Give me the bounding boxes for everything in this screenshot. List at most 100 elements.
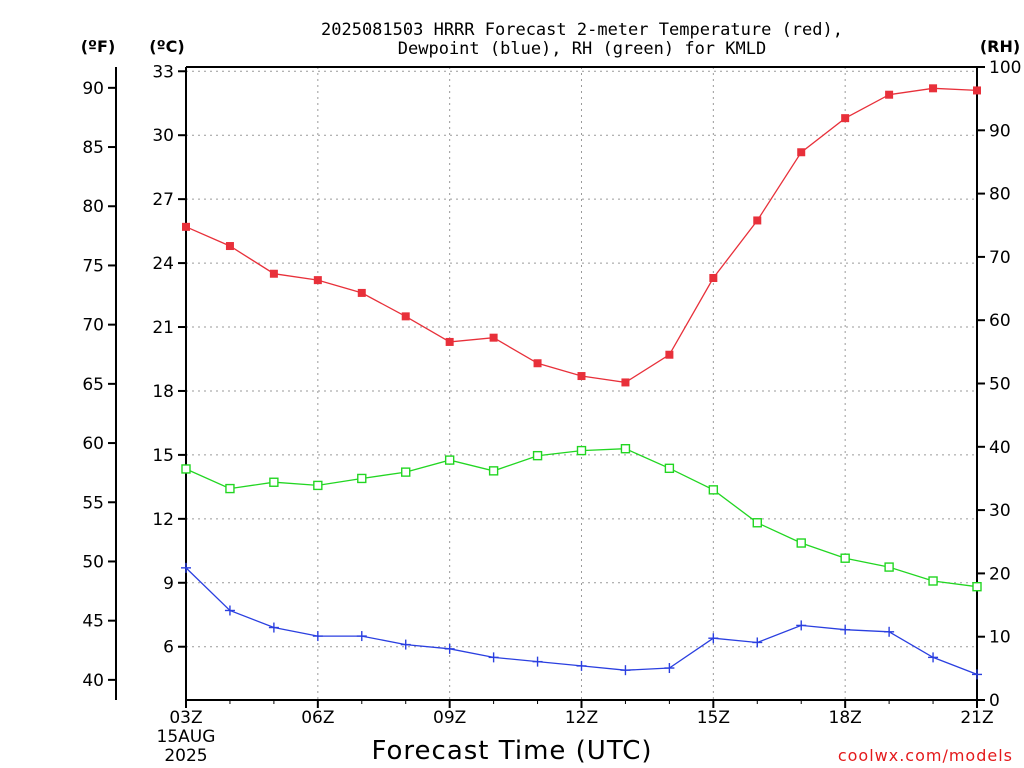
dewpoint-point: [532, 656, 543, 667]
x-date-day-label: 15AUG: [157, 727, 216, 747]
temperature-point: [709, 274, 718, 282]
rh-tick-label: 30: [989, 501, 1011, 521]
fahrenheit-tick-label: 70: [82, 316, 104, 336]
fahrenheit-tick-label: 55: [82, 493, 104, 513]
dewpoint-point: [884, 626, 895, 637]
credit-link[interactable]: coolwx.com/models: [838, 746, 1013, 765]
celsius-tick-label: 30: [152, 126, 174, 146]
temperature-point: [489, 333, 498, 342]
temperature-point: [621, 378, 630, 387]
temperature-point: [885, 90, 894, 99]
fahrenheit-tick-label: 75: [82, 256, 104, 276]
temperature-point: [401, 312, 410, 321]
rh-point: [576, 445, 587, 456]
temperature-point: [225, 242, 234, 251]
celsius-tick-label: 15: [152, 446, 174, 466]
x-tick-label: 18Z: [829, 708, 862, 728]
dewpoint-point: [224, 605, 235, 616]
fahrenheit-tick-label: 85: [82, 138, 104, 158]
dewpoint-point: [972, 669, 982, 680]
rh-point: [708, 485, 719, 495]
chart-title-line-2: Dewpoint (blue), RH (green) for KMLD: [398, 39, 766, 59]
x-tick-label: 03Z: [169, 708, 202, 728]
temperature-point: [357, 288, 366, 297]
x-tick-label: 21Z: [960, 708, 993, 728]
fahrenheit-tick-label: 45: [82, 612, 104, 632]
temperature-point: [182, 222, 190, 231]
dewpoint-point: [620, 665, 631, 676]
temperature-point: [577, 372, 586, 381]
celsius-tick-label: 18: [152, 382, 174, 402]
dewpoint-point: [752, 637, 763, 648]
dewpoint-point: [928, 652, 939, 663]
fahrenheit-tick-label: 65: [82, 375, 104, 395]
rh-point: [928, 576, 938, 586]
dewpoint-point: [268, 622, 279, 633]
temperature-point: [797, 148, 806, 157]
temperature-point: [445, 337, 454, 346]
dewpoint-point: [664, 663, 675, 674]
temperature-series: [182, 84, 981, 387]
rh-point: [620, 443, 631, 454]
grid-lines: [186, 67, 977, 700]
dewpoint-point: [576, 660, 587, 671]
rh-tick-label: 100: [989, 58, 1021, 78]
rh-point: [664, 463, 675, 474]
celsius-tick-label: 12: [152, 510, 174, 530]
rh-point: [401, 467, 411, 477]
rh-point: [181, 464, 191, 474]
tick-labels: 03Z 06Z 09Z 12Z 15Z 18Z 21Z 6 9 12 15 18 21 24 27 30 33 4…: [82, 58, 1021, 728]
temperature-point: [973, 86, 981, 95]
dewpoint-point: [312, 631, 323, 642]
rh-point: [752, 518, 762, 528]
fahrenheit-tick-label: 90: [82, 79, 104, 99]
x-tick-label: 15Z: [697, 708, 730, 728]
rh-point: [269, 477, 279, 487]
rh-tick-label: 20: [989, 564, 1011, 584]
rh-point: [225, 483, 235, 494]
rh-point: [884, 562, 894, 572]
rh-point: [444, 455, 455, 465]
rh-point: [357, 473, 367, 484]
dewpoint-point: [400, 639, 411, 650]
rh-tick-label: 60: [989, 311, 1011, 331]
temperature-point: [665, 350, 674, 359]
dewpoint-point: [796, 620, 807, 631]
temperature-point: [929, 84, 938, 93]
celsius-tick-label: 6: [163, 638, 174, 658]
celsius-tick-label: 27: [152, 190, 174, 210]
rh-point: [313, 480, 323, 491]
rh-point: [532, 450, 543, 461]
celsius-tick-label: 33: [152, 62, 174, 82]
rh-tick-label: 90: [989, 121, 1011, 141]
fahrenheit-unit-label: (ºF): [81, 37, 116, 56]
rh-point: [488, 466, 499, 476]
chart-title-line-1: 2025081503 HRRR Forecast 2-meter Tempera…: [321, 20, 843, 40]
fahrenheit-tick-label: 40: [82, 671, 104, 691]
temperature-point: [269, 269, 278, 278]
rh-tick-label: 70: [989, 248, 1011, 268]
temperature-point: [533, 359, 542, 368]
celsius-tick-label: 21: [152, 318, 174, 338]
rh-point: [796, 538, 806, 548]
rh-unit-label: (RH): [980, 37, 1020, 56]
rh-tick-label: 10: [989, 628, 1011, 648]
celsius-tick-label: 9: [163, 574, 174, 594]
dewpoint-point: [181, 562, 191, 573]
axes: [108, 66, 985, 708]
fahrenheit-tick-label: 80: [82, 197, 104, 217]
rh-point: [972, 581, 982, 592]
temperature-point: [313, 276, 322, 285]
rh-series: [181, 443, 982, 592]
rh-point: [840, 553, 850, 563]
fahrenheit-tick-label: 50: [82, 552, 104, 572]
x-tick-label: 06Z: [301, 708, 334, 728]
x-tick-label: 12Z: [565, 708, 598, 728]
dewpoint-point: [356, 631, 367, 642]
fahrenheit-tick-label: 60: [82, 434, 104, 454]
celsius-unit-label: (ºC): [149, 37, 184, 56]
data-series: [181, 84, 982, 680]
dewpoint-point: [708, 633, 719, 644]
x-axis-title: Forecast Time (UTC): [371, 736, 652, 766]
